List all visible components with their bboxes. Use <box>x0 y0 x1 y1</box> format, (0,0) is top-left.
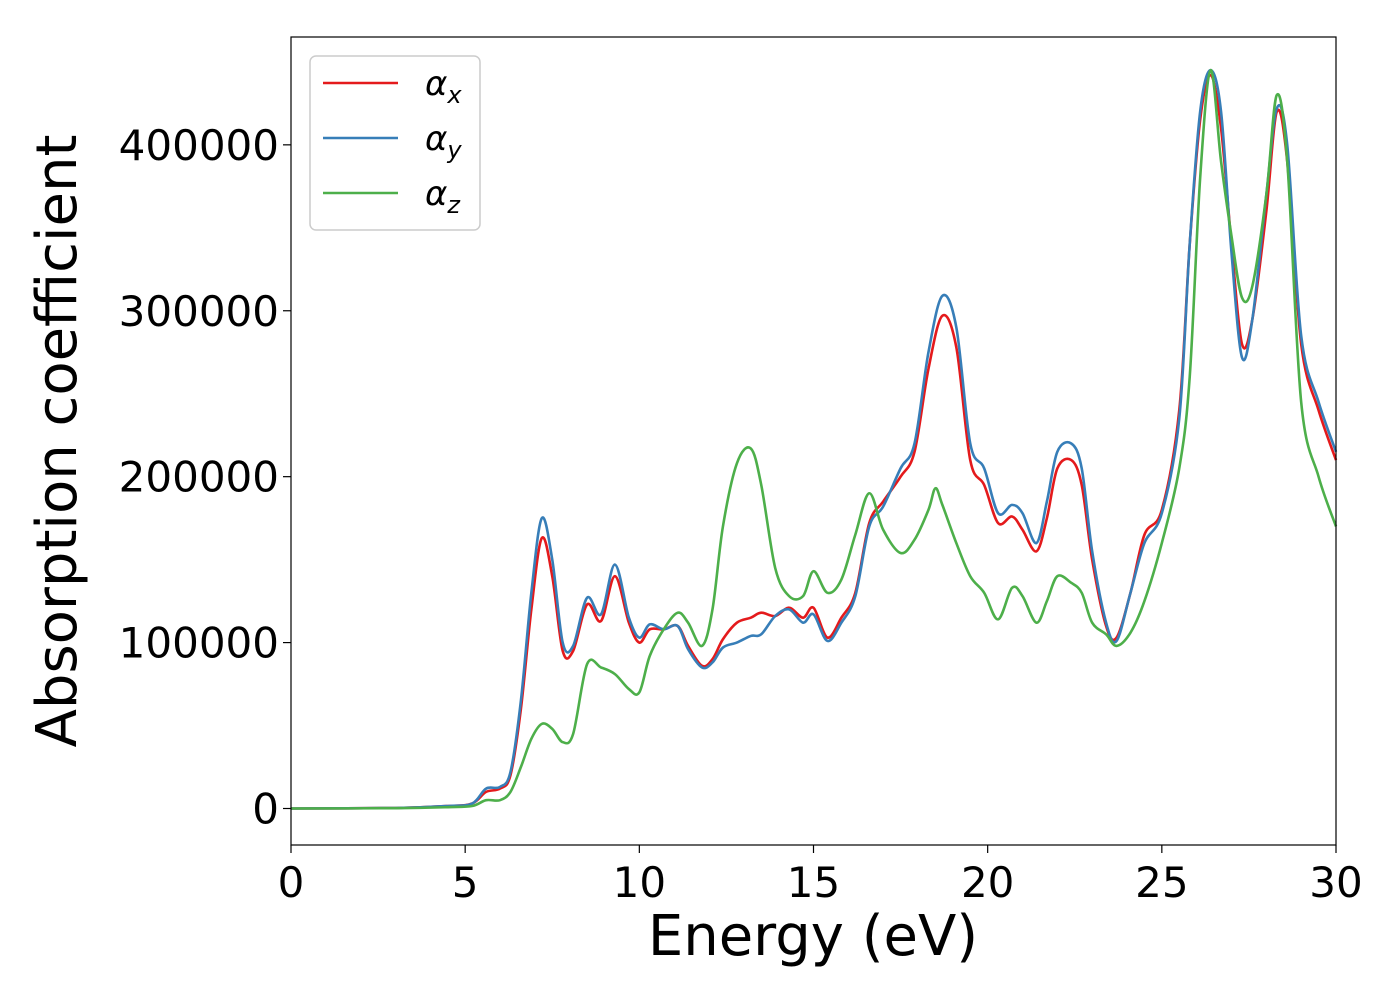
x-axis-title: Energy (eV) <box>648 904 978 969</box>
x-tick-label: 25 <box>1135 858 1188 907</box>
legend-box <box>309 55 481 231</box>
y-axis-title: Absorption coefficient <box>25 135 90 748</box>
series-line-z <box>290 68 1338 810</box>
y-tick-label: 0 <box>252 784 279 833</box>
y-tick-label: 400000 <box>119 121 279 170</box>
x-tick-label: 15 <box>787 858 840 907</box>
x-tick-label: 10 <box>613 858 666 907</box>
y-axis-ticks: 0 100000 200000 300000 400000 <box>119 121 291 833</box>
x-tick-label: 5 <box>452 858 479 907</box>
x-tick-label: 20 <box>961 858 1014 907</box>
x-tick-label: 0 <box>278 858 305 907</box>
series-line-x <box>290 73 1338 810</box>
y-tick-label: 100000 <box>119 619 279 668</box>
x-tick-label: 30 <box>1309 858 1362 907</box>
x-axis-ticks: 0 5 10 15 20 25 30 <box>278 845 1363 907</box>
y-tick-label: 200000 <box>119 453 279 502</box>
y-tick-label: 300000 <box>119 287 279 336</box>
series-line-y <box>290 68 1338 810</box>
series-layer <box>290 68 1338 810</box>
